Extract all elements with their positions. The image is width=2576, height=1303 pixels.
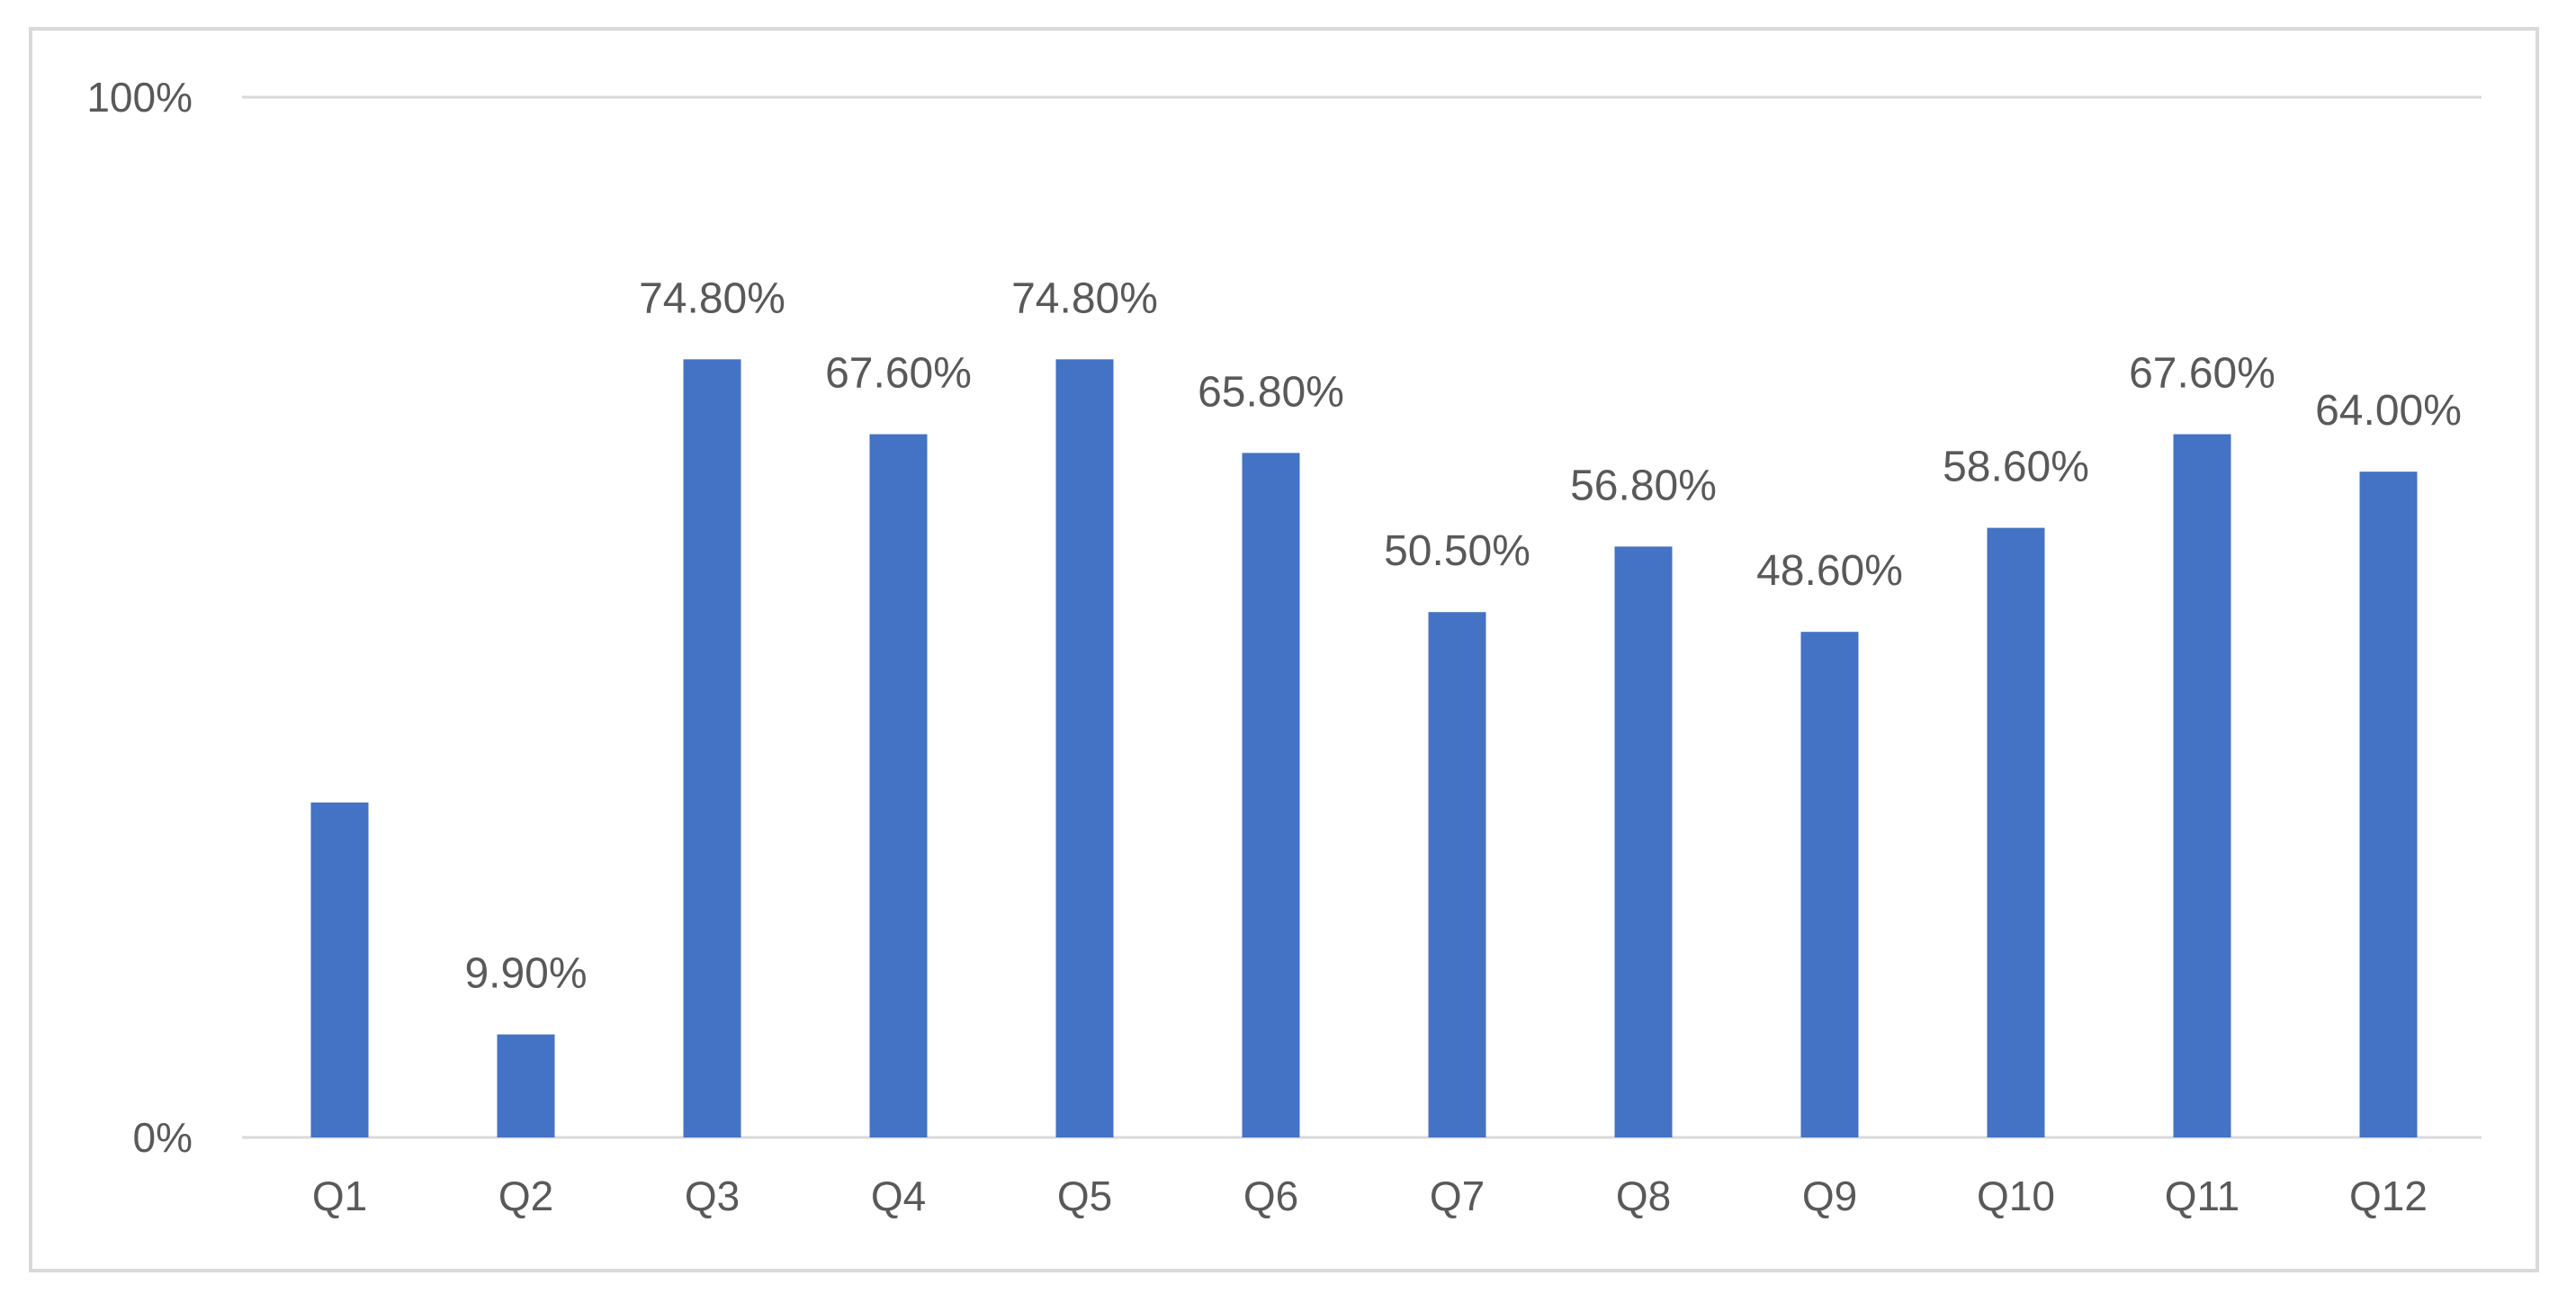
- x-tick-label: Q5: [1057, 1173, 1112, 1219]
- gridlines: [242, 95, 2482, 1139]
- data-labels: 9.90% 74.80% 67.60% 74.80% 65.80% 50.50% 56.80…: [464, 274, 2461, 997]
- x-tick-label: Q9: [1802, 1173, 1857, 1219]
- y-tick-label: 100%: [86, 74, 193, 121]
- x-tick-label: Q11: [2165, 1173, 2240, 1219]
- x-tick-label: Q6: [1243, 1173, 1298, 1219]
- bar: [1055, 359, 1114, 1137]
- bar: [497, 1034, 555, 1137]
- axis-labels: 0% 100% Q1 Q2 Q3 Q4 Q5 Q6 Q7 Q8 Q9 Q10 Q11 Q12: [86, 74, 2428, 1219]
- x-tick-label: Q10: [1977, 1173, 2055, 1219]
- x-tick-label: Q3: [685, 1173, 740, 1219]
- bar-chart: 9.90% 74.80% 67.60% 74.80% 65.80% 50.50% 56.80…: [86, 74, 2482, 1219]
- bars: [310, 359, 2418, 1137]
- bar: [2359, 472, 2418, 1137]
- data-label: 74.80%: [1011, 274, 1158, 322]
- bar: [310, 802, 369, 1137]
- x-tick-label: Q2: [498, 1173, 553, 1219]
- data-label: 56.80%: [1570, 462, 1717, 509]
- data-label: 74.80%: [639, 274, 785, 322]
- data-label: 67.60%: [2129, 350, 2275, 398]
- data-label: 50.50%: [1384, 527, 1530, 575]
- bar: [683, 359, 741, 1137]
- bar: [869, 434, 928, 1137]
- data-label: 65.80%: [1198, 368, 1344, 416]
- data-label: 64.00%: [2315, 387, 2462, 435]
- x-tick-label: Q1: [312, 1173, 367, 1219]
- data-label: 9.90%: [464, 950, 587, 998]
- y-tick-label: 0%: [133, 1114, 193, 1161]
- bar: [1614, 546, 1673, 1137]
- data-label: 67.60%: [825, 350, 972, 398]
- x-tick-label: Q7: [1430, 1173, 1485, 1219]
- bar: [2173, 434, 2231, 1137]
- bar: [1800, 632, 1859, 1137]
- bar: [1428, 612, 1486, 1137]
- x-tick-label: Q12: [2349, 1173, 2428, 1219]
- bar: [1987, 527, 2045, 1137]
- x-tick-label: Q4: [871, 1173, 926, 1219]
- bar: [1242, 453, 1300, 1137]
- x-tick-label: Q8: [1616, 1173, 1671, 1219]
- data-label: 48.60%: [1756, 547, 1903, 595]
- chart-frame: 9.90% 74.80% 67.60% 74.80% 65.80% 50.50% 56.80…: [29, 27, 2539, 1272]
- data-label: 58.60%: [1943, 444, 2089, 491]
